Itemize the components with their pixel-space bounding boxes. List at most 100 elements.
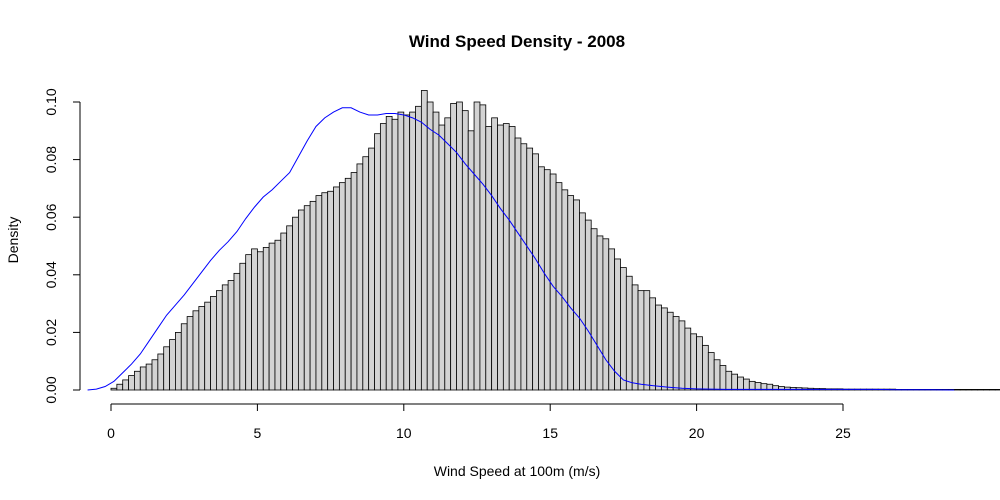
histogram-bar [971,389,979,391]
histogram-bar [221,284,229,391]
x-axis-title: Wind Speed at 100m (m/s) [434,463,601,479]
histogram-bar [379,123,387,391]
histogram-bar [139,366,147,391]
histogram-bar [145,363,153,391]
histogram-bar [655,304,662,391]
histogram-bar [614,258,621,391]
histogram-bar [953,389,961,391]
histogram-bars [110,90,1000,391]
x-tick-label: 10 [396,425,412,441]
histogram-bar [520,143,528,391]
histogram-bar [204,301,211,391]
histogram-bar [707,352,715,391]
histogram-bar [350,172,358,391]
x-tick-label: 0 [107,425,115,441]
histogram-bar [239,262,247,391]
histogram-bar [456,101,463,391]
histogram-bar [508,126,516,391]
histogram-bar [631,284,639,391]
histogram-bar [403,114,411,391]
x-tick-label: 15 [542,425,558,441]
chart-title: Wind Speed Density - 2008 [409,32,625,51]
histogram-bar [338,182,346,391]
histogram-bar [344,177,352,391]
histogram-bar [397,111,405,391]
histogram-bar [561,189,569,391]
x-tick-label: 25 [835,425,851,441]
histogram-bar [596,235,604,391]
histogram-bar [620,267,627,391]
histogram-bar [297,209,305,391]
histogram-bar [719,365,727,391]
histogram-bar [245,254,252,391]
histogram-bar [198,306,206,391]
y-tick-label: 0.10 [43,88,59,115]
histogram-bar [415,105,422,391]
histogram-bar [731,373,738,391]
histogram-bar [186,316,194,391]
histogram-bar [743,378,750,391]
histogram-bar [690,333,697,391]
histogram-bar [602,238,610,391]
histogram-bar [643,290,651,391]
histogram-bar [438,124,446,391]
y-tick-label: 0.06 [43,203,59,230]
histogram-bar [989,389,996,391]
histogram-bar [321,192,329,391]
histogram-bar [584,219,592,391]
histogram-bar [356,163,364,391]
y-tick-label: 0.04 [43,261,59,288]
histogram-bar [262,247,270,391]
histogram-bar [526,147,534,391]
histogram-bar [151,359,159,391]
histogram-bar [110,387,118,391]
histogram-bar [549,173,557,391]
histogram-bar [538,166,545,391]
histogram-bar [391,118,399,391]
histogram-bar [444,117,452,391]
histogram-bar [227,280,235,391]
histogram-bar [491,117,498,391]
y-tick-label: 0.00 [43,376,59,403]
histogram-bar [251,248,258,391]
histogram-bar [983,389,990,391]
histogram-bar [661,307,668,391]
histogram-bar [473,101,481,391]
histogram-bar [666,311,674,391]
histogram-bar [625,275,633,391]
histogram-bar [608,248,616,391]
histogram-bar [467,130,475,391]
histogram-bar [256,251,264,391]
histogram-bar [702,344,709,391]
histogram-bar [959,389,967,391]
histogram-bar [754,382,762,391]
histogram-bar [286,225,293,391]
histogram-bar [426,101,434,391]
histogram-bar [333,186,340,391]
histogram-bar [420,90,428,391]
histogram-bar [116,383,124,391]
histogram-bar [163,346,170,391]
histogram-bar [672,316,680,391]
histogram-bar [432,111,440,391]
histogram-bar [368,147,375,391]
histogram-bar [327,190,334,391]
histogram-bar [192,310,200,391]
x-tick-label: 5 [254,425,262,441]
histogram-bar [748,380,756,391]
histogram-bar [696,336,703,391]
histogram-bar [303,205,311,391]
histogram-bar [175,331,182,391]
x-axis: 0 5 10 15 20 25 [107,403,851,441]
histogram-bar [479,104,487,391]
density-curve [87,107,955,391]
histogram-bar [122,379,129,391]
histogram-bar [567,195,575,391]
histogram-bar [590,228,598,391]
histogram-bar [737,376,744,391]
histogram-bar [216,290,223,391]
histogram-bar [309,200,317,391]
histogram-bar [268,242,276,391]
histogram-bar [280,232,288,391]
